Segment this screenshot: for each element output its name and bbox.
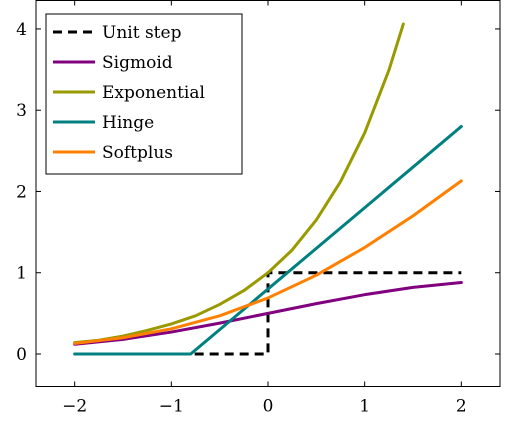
- series-lines: [73, 22, 463, 356]
- legend: Unit step Sigmoid Exponential Hinge Softplus: [45, 13, 243, 175]
- series-line-exponential: [73, 22, 405, 345]
- y-tick-label: 1: [16, 264, 27, 284]
- series-line-softplus: [73, 179, 463, 345]
- legend-box: [45, 13, 243, 175]
- legend-label: Sigmoid: [102, 53, 173, 73]
- legend-label: Unit step: [102, 23, 182, 43]
- y-tick-label: 4: [16, 20, 27, 40]
- x-tick-label: 1: [359, 397, 370, 417]
- legend-label: Exponential: [102, 83, 205, 103]
- x-tick-label: 0: [263, 397, 274, 417]
- series-line-hinge: [73, 124, 463, 356]
- x-tick-label: 2: [456, 397, 467, 417]
- x-tick-label: −1: [159, 397, 184, 417]
- y-tick-label: 3: [16, 101, 27, 121]
- series-line-sigmoid: [73, 280, 463, 346]
- x-axis: −2 −1 0 1 2: [62, 0, 467, 417]
- y-tick-label: 0: [16, 345, 27, 365]
- legend-label: Softplus: [102, 143, 173, 163]
- y-tick-label: 2: [16, 182, 27, 202]
- legend-label: Hinge: [102, 113, 154, 133]
- x-tick-label: −2: [62, 397, 87, 417]
- y-axis: 0 1 2 3 4: [16, 20, 500, 365]
